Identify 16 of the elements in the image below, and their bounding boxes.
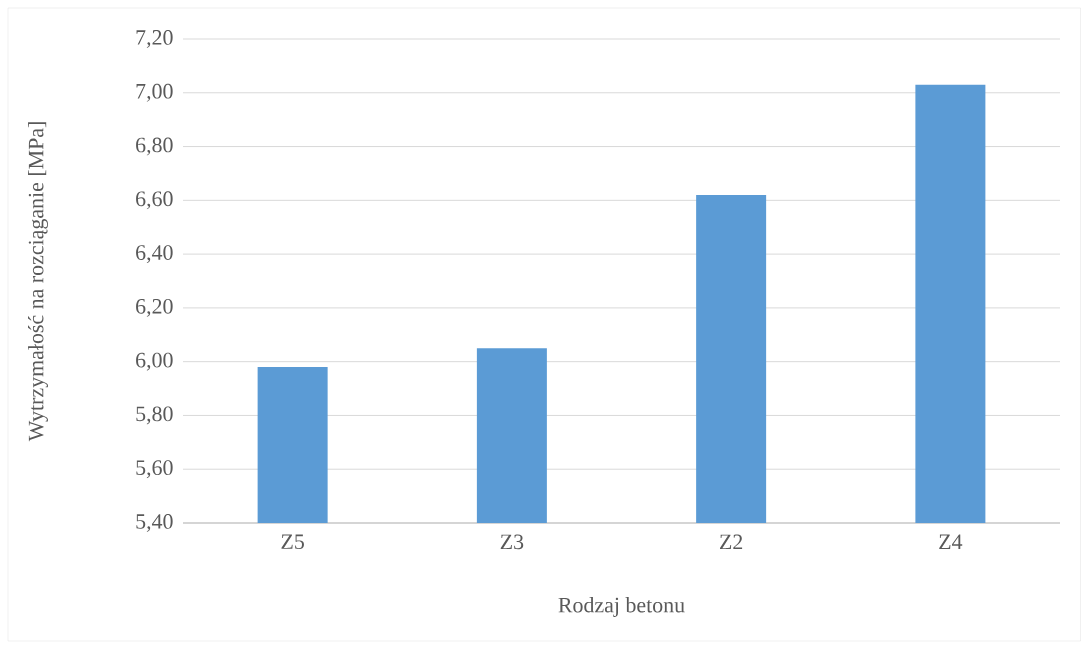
y-tick-label: 6,40 (136, 245, 173, 264)
x-tick-label: Z5 (281, 534, 304, 550)
y-tick-label: 5,40 (136, 514, 173, 532)
y-tick-label: 6,00 (136, 352, 173, 371)
y-tick-label: 6,60 (136, 191, 173, 210)
y-tick-label: 6,20 (136, 298, 173, 317)
y-tick-label: 5,60 (136, 460, 173, 479)
y-tick-label: 6,80 (136, 137, 173, 156)
y-tick-label: 7,20 (136, 30, 173, 48)
x-tick-label: Z2 (720, 534, 743, 550)
y-tick-label: 7,00 (136, 83, 173, 102)
x-tick-label: Z3 (500, 534, 524, 550)
x-tick-label: Z4 (939, 534, 963, 549)
y-axis-title: Wytrzymałość na rozciąganie [MPa] (28, 122, 48, 442)
x-axis-title: Rodzaj betonu (558, 597, 685, 617)
y-tick-label: 5,80 (136, 406, 173, 425)
